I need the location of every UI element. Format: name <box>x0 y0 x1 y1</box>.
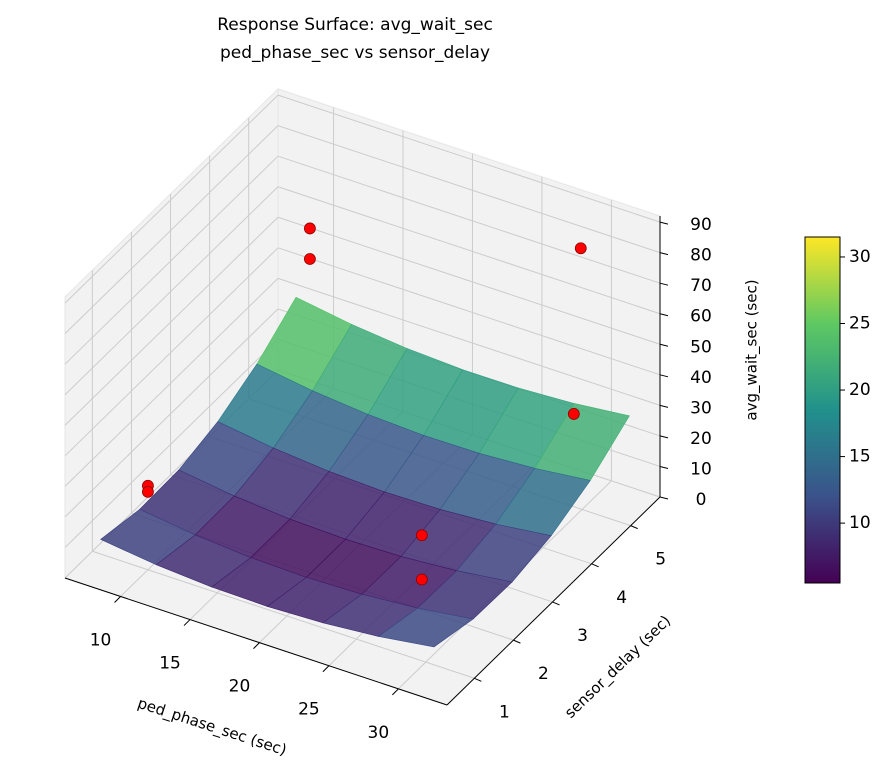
x-axis-label: ped_phase_sec (sec) <box>135 694 289 760</box>
surface-cell <box>377 607 474 648</box>
y-tick <box>630 525 638 530</box>
z-tick-label: 60 <box>690 307 712 327</box>
grid-line <box>92 550 475 679</box>
grid-line <box>277 94 661 223</box>
grid-line <box>277 155 661 284</box>
x-tick <box>322 665 330 673</box>
x-tick-label: 10 <box>90 630 112 650</box>
scatter-point <box>415 573 428 586</box>
y-tick-label: 3 <box>577 626 588 646</box>
colorbar <box>804 236 841 584</box>
grid-line <box>277 277 661 406</box>
scatter-point <box>567 408 580 420</box>
y-tick-label: 4 <box>616 588 627 608</box>
y-tick-label: 2 <box>538 664 549 684</box>
y-tick-label: 1 <box>499 702 510 722</box>
z-tick <box>659 374 669 378</box>
z-tick-label: 50 <box>690 337 712 357</box>
scatter-point <box>574 242 587 255</box>
grid-line <box>277 186 661 315</box>
scatter-point <box>304 253 316 265</box>
colorbar-tick-label: 10 <box>849 513 871 533</box>
chart-title: Response Surface: avg_wait_sec <box>217 15 493 35</box>
x-tick-label: 25 <box>298 700 320 720</box>
grid-line <box>277 247 661 376</box>
colorbar-tick-label: 25 <box>849 314 871 334</box>
scatter-point <box>142 485 154 498</box>
scatter-point <box>415 529 428 542</box>
x-tick <box>392 688 399 696</box>
y-tick <box>513 639 521 644</box>
grid-line <box>64 186 279 396</box>
grid-line <box>64 308 279 518</box>
z-axis-label: avg_wait_sec (sec) <box>743 279 762 420</box>
z-tick <box>659 221 669 225</box>
x-tick <box>114 596 121 603</box>
y-axis <box>446 496 661 706</box>
z-tick <box>659 313 669 317</box>
z-tick-label: 40 <box>690 368 712 388</box>
grid-line <box>64 278 279 487</box>
x-tick <box>183 619 191 626</box>
y-tick <box>591 563 599 568</box>
z-tick-label: 90 <box>690 215 712 235</box>
y-tick <box>552 601 560 606</box>
y-tick-label: 5 <box>655 550 666 570</box>
grid-line <box>64 125 279 335</box>
z-tick-label: 10 <box>690 459 712 479</box>
x-axis <box>64 577 448 706</box>
z-tick <box>659 282 669 286</box>
chart-subtitle: ped_phase_sec vs sensor_delay <box>220 43 490 63</box>
grid-line <box>64 216 279 426</box>
z-tick <box>659 465 669 469</box>
z-tick <box>659 435 669 439</box>
colorbar-tick-label: 20 <box>849 380 871 400</box>
y-tick <box>474 677 482 682</box>
grid-line <box>64 94 279 304</box>
z-tick-label: 70 <box>690 276 712 296</box>
z-tick-label: 80 <box>690 246 712 266</box>
z-tick <box>659 404 669 408</box>
z-tick <box>659 496 669 500</box>
grid-line <box>277 125 661 254</box>
colorbar-tick-label: 30 <box>849 247 871 267</box>
z-tick <box>659 343 669 347</box>
grid-line <box>64 247 279 457</box>
z-tick-label: 0 <box>696 490 707 510</box>
z-tick-label: 20 <box>690 429 712 449</box>
x-tick-label: 20 <box>229 677 251 697</box>
scatter-point <box>304 222 316 235</box>
colorbar-tick-label: 15 <box>849 447 871 467</box>
grid-line <box>64 339 279 548</box>
x-tick-label: 30 <box>368 723 390 743</box>
z-tick <box>659 252 669 256</box>
grid-line <box>277 216 661 345</box>
z-tick-label: 30 <box>690 398 712 418</box>
grid-line <box>64 155 279 365</box>
x-tick-label: 15 <box>159 654 181 674</box>
x-tick <box>253 642 260 650</box>
